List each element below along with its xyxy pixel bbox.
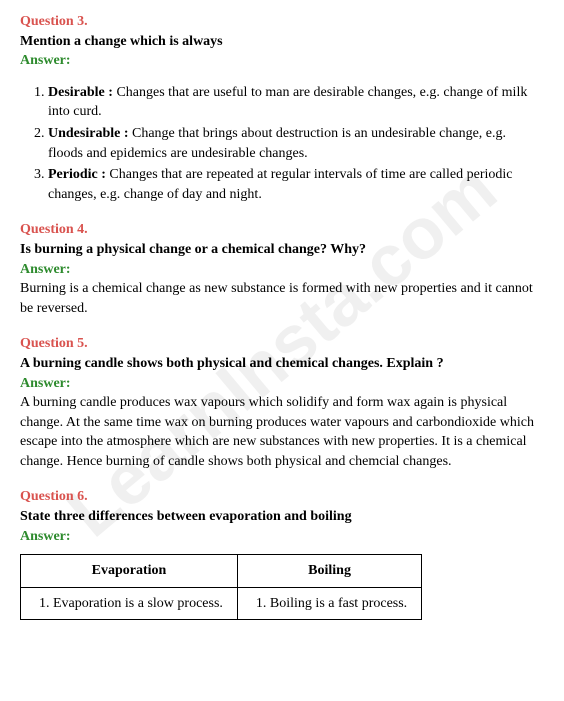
question-4-answer-body: Burning is a chemical change as new subs…	[20, 279, 544, 318]
cell-item: Evaporation is a slow process.	[53, 594, 223, 614]
question-5-block: Question 5. A burning candle shows both …	[20, 334, 544, 471]
list-item: Desirable : Changes that are useful to m…	[48, 83, 544, 122]
cell-item: Boiling is a fast process.	[270, 594, 407, 614]
term: Periodic :	[48, 167, 106, 182]
list-item: Undesirable : Change that brings about d…	[48, 124, 544, 163]
term: Undesirable :	[48, 126, 129, 141]
question-3-label: Question 3.	[20, 12, 544, 32]
question-5-text: A burning candle shows both physical and…	[20, 354, 544, 374]
question-6-answer-label: Answer:	[20, 527, 544, 547]
question-5-label: Question 5.	[20, 334, 544, 354]
question-4-answer-label: Answer:	[20, 260, 544, 280]
table-cell: Boiling is a fast process.	[237, 587, 421, 620]
table-header-evaporation: Evaporation	[21, 555, 238, 588]
list-item: Periodic : Changes that are repeated at …	[48, 165, 544, 204]
document-content: Question 3. Mention a change which is al…	[20, 12, 544, 620]
question-4-block: Question 4. Is burning a physical change…	[20, 220, 544, 318]
question-3-answer-label: Answer:	[20, 51, 544, 71]
question-4-text: Is burning a physical change or a chemic…	[20, 240, 544, 260]
question-5-answer-label: Answer:	[20, 374, 544, 394]
comparison-table: Evaporation Boiling Evaporation is a slo…	[20, 554, 422, 620]
question-5-answer-body: A burning candle produces wax vapours wh…	[20, 393, 544, 471]
term: Desirable :	[48, 85, 113, 100]
table-header-boiling: Boiling	[237, 555, 421, 588]
question-3-list: Desirable : Changes that are useful to m…	[20, 83, 544, 205]
question-6-label: Question 6.	[20, 487, 544, 507]
desc: Changes that are useful to man are desir…	[48, 85, 527, 120]
desc: Changes that are repeated at regular int…	[48, 167, 513, 202]
table-header-row: Evaporation Boiling	[21, 555, 422, 588]
question-3-block: Question 3. Mention a change which is al…	[20, 12, 544, 204]
question-6-text: State three differences between evaporat…	[20, 507, 544, 527]
question-6-block: Question 6. State three differences betw…	[20, 487, 544, 620]
table-row: Evaporation is a slow process. Boiling i…	[21, 587, 422, 620]
question-3-text: Mention a change which is always	[20, 32, 544, 52]
question-4-label: Question 4.	[20, 220, 544, 240]
table-cell: Evaporation is a slow process.	[21, 587, 238, 620]
